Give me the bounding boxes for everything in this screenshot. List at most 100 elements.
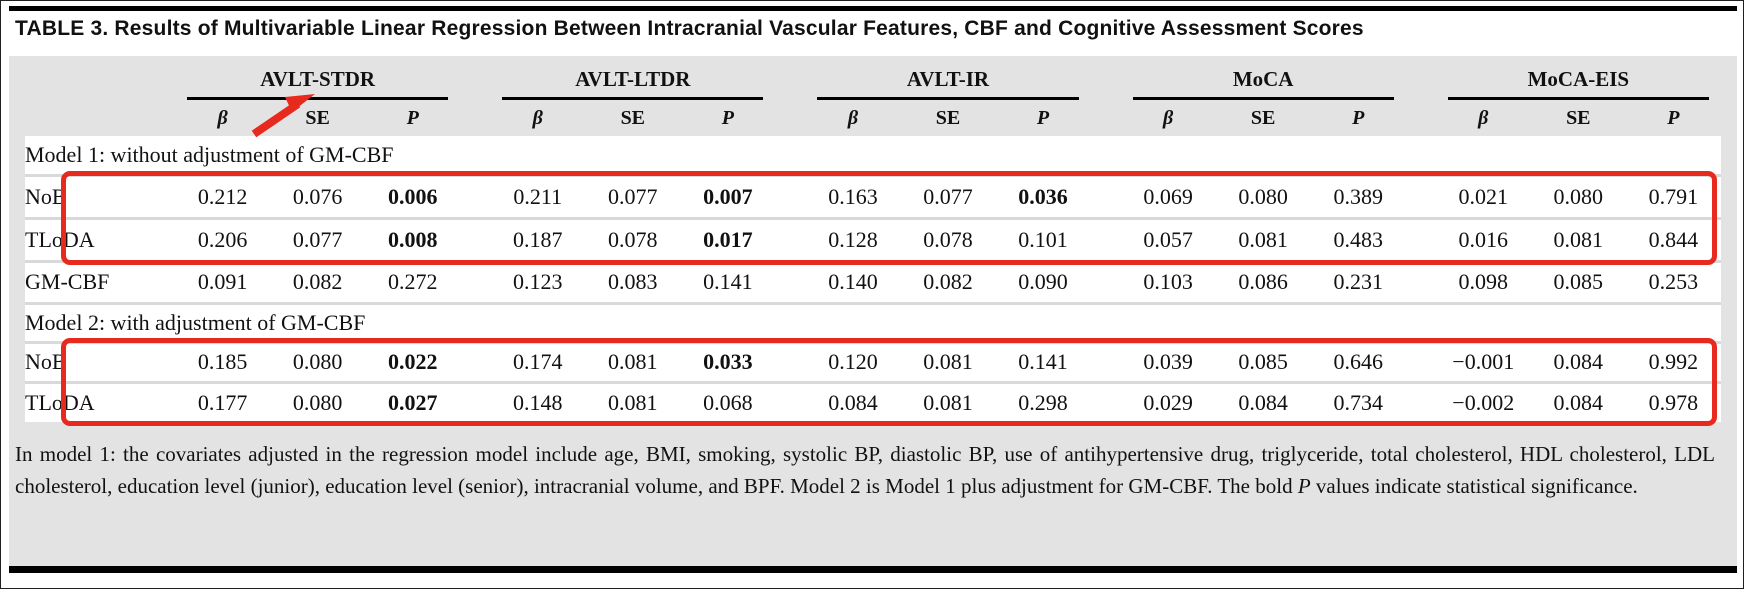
header-spacer — [1406, 56, 1436, 100]
cell-value: 0.090 — [1018, 269, 1068, 294]
cell-value: 0.077 — [292, 226, 343, 252]
group-header-row: AVLT-STDR AVLT-LTDR AVLT-IR MoCA MoCA-EIS — [25, 56, 1721, 100]
cell-spacer — [1406, 342, 1436, 382]
cell-value: 0.992 — [1648, 349, 1699, 374]
cell-value: 0.091 — [197, 269, 248, 294]
table-row: NoB 0.212 0.076 0.006 0.211 0.077 0.007 0.163 0.… — [25, 175, 1721, 218]
cell-value: 0.103 — [1143, 269, 1193, 294]
group-underline — [187, 97, 449, 100]
cell-value: 0.078 — [608, 226, 658, 252]
cell-spacer — [460, 382, 490, 422]
cell-value: 0.006 — [387, 183, 438, 209]
cell-value: 0.069 — [1143, 183, 1193, 209]
cell-spacer — [775, 382, 805, 422]
cell-value: 0.272 — [387, 269, 438, 294]
header-spacer — [775, 56, 805, 100]
header-spacer — [460, 100, 490, 136]
section-title-row: Model 2: with adjustment of GM-CBF — [25, 303, 1721, 342]
cell-value: 0.081 — [608, 349, 658, 374]
sub-header-se: SE — [935, 106, 961, 129]
sub-header-se: SE — [1250, 106, 1276, 129]
footnote-text: In model 1: the covariates adjusted in t… — [15, 442, 1715, 498]
cell-value: 0.081 — [923, 349, 973, 374]
group-underline — [1132, 97, 1394, 100]
row-label: TLoDA — [25, 389, 95, 415]
cell-value: 0.068 — [703, 389, 753, 415]
cell-value: −0.002 — [1452, 389, 1515, 415]
cell-value: 0.978 — [1648, 389, 1699, 415]
header-lead-cell — [25, 56, 175, 100]
cell-value: 0.081 — [1553, 226, 1604, 252]
column-group-label: AVLT-LTDR — [575, 66, 691, 91]
table-row: TLoDA 0.177 0.080 0.027 0.148 0.081 0.068 0.084… — [25, 382, 1721, 422]
cell-value: 0.174 — [513, 349, 563, 374]
cell-value: 0.085 — [1553, 269, 1604, 294]
cell-value: 0.081 — [923, 389, 973, 415]
table-title: TABLE 3. Results of Multivariable Linear… — [15, 17, 1364, 40]
cell-value: 0.017 — [703, 226, 753, 252]
column-group-header: AVLT-STDR — [175, 56, 460, 100]
section-title: Model 1: without adjustment of GM-CBF — [25, 141, 394, 167]
sub-header-se: SE — [1566, 106, 1591, 129]
row-label: GM-CBF — [25, 269, 110, 294]
cell-spacer — [1091, 261, 1121, 303]
cell-value: 0.120 — [828, 349, 878, 374]
group-underline — [502, 97, 764, 100]
header-lead-cell — [25, 100, 175, 136]
cell-value: 0.021 — [1458, 183, 1509, 209]
cell-value: 0.084 — [828, 389, 878, 415]
header-spacer — [1091, 56, 1121, 100]
regression-table: AVLT-STDR AVLT-LTDR AVLT-IR MoCA MoCA-EIS β SE… — [25, 56, 1721, 422]
cell-value: 0.080 — [1553, 183, 1604, 209]
sub-header-beta: β — [1478, 106, 1489, 129]
header-spacer — [1091, 100, 1121, 136]
cell-value: −0.001 — [1452, 349, 1515, 374]
sub-header-p: P — [721, 106, 734, 129]
cell-spacer — [775, 261, 805, 303]
cell-value: 0.033 — [703, 349, 753, 374]
table-row: NoB 0.185 0.080 0.022 0.174 0.081 0.033 0.120 0.… — [25, 342, 1721, 382]
cell-spacer — [1406, 218, 1436, 261]
cell-value: 0.791 — [1648, 183, 1699, 209]
cell-value: 0.080 — [292, 389, 343, 415]
cell-value: 0.016 — [1458, 226, 1509, 252]
cell-spacer — [775, 342, 805, 382]
cell-value: 0.212 — [197, 183, 248, 209]
table-header: AVLT-STDR AVLT-LTDR AVLT-IR MoCA MoCA-EIS β SE… — [25, 56, 1721, 136]
cell-value: 0.734 — [1333, 389, 1383, 415]
header-spacer — [460, 56, 490, 100]
header-spacer — [775, 100, 805, 136]
cell-value: 0.253 — [1648, 269, 1699, 294]
cell-spacer — [1406, 175, 1436, 218]
table-top-rule — [9, 6, 1737, 11]
cell-value: 0.083 — [608, 269, 658, 294]
cell-value: 0.185 — [197, 349, 248, 374]
column-group-label: AVLT-IR — [906, 66, 990, 91]
column-group-label: MoCA-EIS — [1527, 66, 1630, 91]
cell-value: 0.077 — [608, 183, 658, 209]
cell-value: 0.483 — [1333, 226, 1383, 252]
sub-header-p: P — [406, 106, 419, 129]
group-underline — [1447, 97, 1709, 100]
sub-header-beta: β — [1162, 106, 1174, 129]
cell-value: 0.027 — [387, 389, 438, 415]
sub-header-p: P — [1352, 106, 1365, 129]
column-group-header: AVLT-LTDR — [490, 56, 775, 100]
header-spacer — [1406, 100, 1436, 136]
table-panel: AVLT-STDR AVLT-LTDR AVLT-IR MoCA MoCA-EIS β SE… — [9, 56, 1737, 573]
footnote-italic-p: P — [1297, 473, 1311, 498]
cell-value: 0.077 — [923, 183, 973, 209]
sub-header-beta: β — [532, 106, 543, 129]
column-group-header: MoCA — [1121, 56, 1406, 100]
cell-spacer — [775, 175, 805, 218]
cell-value: 0.211 — [513, 183, 563, 209]
cell-value: 0.187 — [513, 226, 563, 252]
cell-value: 0.036 — [1018, 183, 1068, 209]
cell-value: 0.128 — [828, 226, 878, 252]
cell-spacer — [460, 218, 490, 261]
cell-value: 0.141 — [703, 269, 753, 294]
row-label: NoB — [25, 349, 67, 374]
cell-value: 0.078 — [923, 226, 973, 252]
